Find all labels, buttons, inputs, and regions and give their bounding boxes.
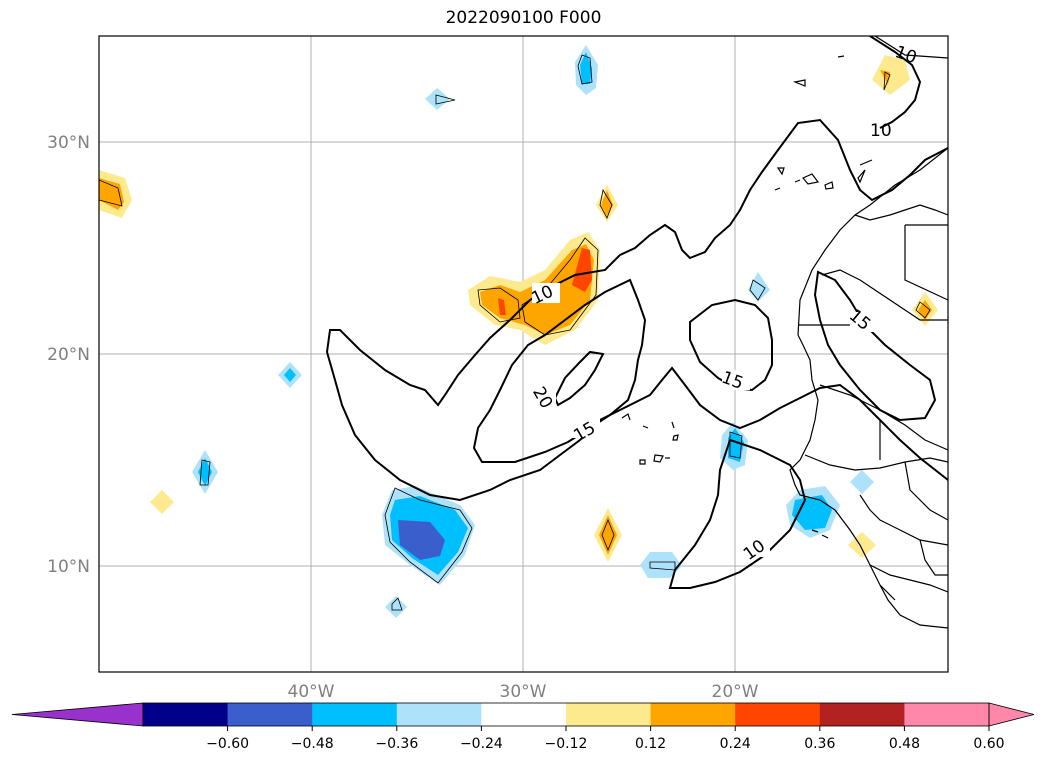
colorbar-segment bbox=[481, 703, 567, 726]
colorbar-tick-label: −0.36 bbox=[375, 736, 418, 752]
label-bg bbox=[742, 537, 770, 557]
fill-central-red bbox=[572, 248, 592, 292]
negative-anomaly-fills bbox=[192, 45, 874, 618]
coastlines bbox=[621, 36, 948, 629]
lon-tick-label: 30°W bbox=[500, 682, 547, 702]
contour-label: 10 bbox=[870, 121, 892, 141]
colorbar-tick-label: 0.48 bbox=[889, 736, 920, 752]
fill-small-lightblue-8 bbox=[850, 470, 874, 494]
lon-tick-label: 40°W bbox=[288, 682, 335, 702]
fill-small-lightblue-5 bbox=[640, 552, 682, 578]
colorbar-segment bbox=[396, 703, 482, 726]
colorbar-tick-label: −0.60 bbox=[206, 736, 249, 752]
fill-coast-cyan bbox=[792, 495, 832, 530]
lat-tick-label: 10°N bbox=[47, 557, 90, 577]
fill-southwest-blue bbox=[398, 520, 445, 560]
colorbar-segment bbox=[819, 703, 905, 726]
colorbar-tick-label: −0.48 bbox=[291, 736, 334, 752]
colorbar-segment bbox=[227, 703, 313, 726]
label-bg bbox=[532, 388, 556, 408]
fill-small-lightblue-4 bbox=[385, 596, 407, 618]
fill-coast-yellow bbox=[848, 532, 876, 558]
colorbar-extend-under bbox=[11, 702, 144, 727]
plot-frame bbox=[98, 35, 949, 673]
colorbar-tick-label: 0.12 bbox=[635, 736, 666, 752]
label-bg bbox=[722, 370, 750, 390]
fill-ne-yellow bbox=[872, 55, 910, 95]
colorbar-segment bbox=[904, 703, 990, 726]
fill-small-cyan-6 bbox=[728, 428, 744, 462]
lat-tick-label: 20°N bbox=[47, 345, 90, 365]
colorbar-tick-label: −0.12 bbox=[545, 736, 588, 752]
fill-small-orange-2 bbox=[599, 515, 617, 555]
label-bg bbox=[532, 283, 560, 303]
gridlines bbox=[99, 36, 948, 672]
fill-small-lightblue-1 bbox=[425, 88, 450, 110]
colorbar-tick-label: 0.36 bbox=[804, 736, 835, 752]
fill-small-yellow-3 bbox=[150, 490, 174, 514]
colorbar-segment bbox=[312, 703, 398, 726]
lat-tick-labels: 30°N 20°N 10°N bbox=[47, 133, 90, 577]
fill-central-red-small bbox=[498, 298, 506, 315]
colorbar-segment bbox=[650, 703, 736, 726]
fill-small-cyan-2 bbox=[284, 368, 296, 382]
colorbar-extend-over bbox=[988, 702, 1035, 727]
label-bg bbox=[572, 418, 600, 438]
map-title: 2022090100 F000 bbox=[445, 8, 602, 28]
colorbar-tick-label: 0.24 bbox=[720, 736, 751, 752]
lon-tick-label: 20°W bbox=[712, 682, 759, 702]
fill-north-cyan bbox=[580, 52, 592, 84]
colorbar-segment bbox=[143, 703, 229, 726]
label-bg bbox=[850, 312, 878, 332]
colorbar: −0.60 −0.48 −0.36 −0.24 −0.12 0.12 0.24 0.36 0.4… bbox=[11, 702, 1035, 752]
colorbar-segment bbox=[735, 703, 821, 726]
lon-tick-labels: 40°W 30°W 20°W bbox=[288, 682, 759, 702]
colorbar-tick-label: 0.60 bbox=[973, 736, 1004, 752]
positive-anomaly-fills bbox=[99, 55, 938, 562]
colorbar-segment bbox=[566, 703, 652, 726]
lat-tick-label: 30°N bbox=[47, 133, 90, 153]
thick-contours bbox=[325, 36, 948, 589]
colorbar-tick-label: −0.24 bbox=[460, 736, 503, 752]
fill-outlines bbox=[99, 54, 931, 611]
